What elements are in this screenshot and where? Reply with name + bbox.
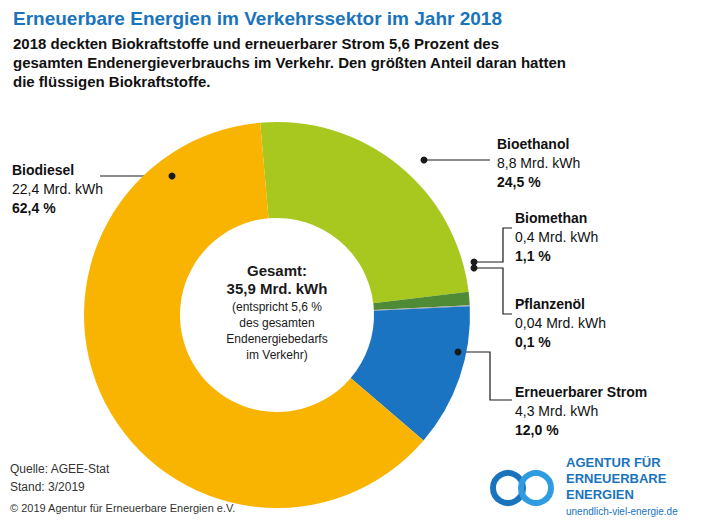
- svg-text:unendlich-viel-energie.de: unendlich-viel-energie.de: [566, 506, 678, 517]
- svg-text:im Verkehr): im Verkehr): [246, 348, 307, 362]
- svg-text:(entspricht 5,6 %: (entspricht 5,6 %: [232, 300, 322, 314]
- svg-text:Stand: 3/2019: Stand: 3/2019: [10, 480, 85, 494]
- svg-text:Biodiesel: Biodiesel: [12, 162, 74, 178]
- svg-text:Erneuerbare Energien im Verkeh: Erneuerbare Energien im Verkehrssektor i…: [13, 8, 502, 29]
- svg-text:22,4 Mrd. kWh: 22,4 Mrd. kWh: [12, 181, 103, 197]
- svg-text:Biomethan: Biomethan: [515, 210, 587, 226]
- svg-text:12,0 %: 12,0 %: [515, 422, 559, 438]
- svg-text:2018 deckten Biokraftstoffe un: 2018 deckten Biokraftstoffe und erneuerb…: [13, 35, 499, 52]
- svg-text:8,8 Mrd. kWh: 8,8 Mrd. kWh: [497, 155, 580, 171]
- svg-text:Bioethanol: Bioethanol: [497, 136, 569, 152]
- svg-text:AGENTUR FÜR: AGENTUR FÜR: [566, 455, 661, 470]
- svg-text:© 2019 Agentur für Erneuerbare: © 2019 Agentur für Erneuerbare Energien …: [10, 502, 235, 514]
- svg-text:gesamten Endenergieverbrauchs: gesamten Endenergieverbrauchs im Verkehr…: [13, 54, 566, 71]
- svg-text:ENERGIEN: ENERGIEN: [566, 487, 634, 502]
- svg-text:62,4 %: 62,4 %: [12, 200, 56, 216]
- svg-text:0,4 Mrd. kWh: 0,4 Mrd. kWh: [515, 229, 598, 245]
- svg-text:24,5 %: 24,5 %: [497, 174, 541, 190]
- svg-text:Gesamt:: Gesamt:: [247, 262, 307, 279]
- svg-text:Quelle: AGEE-Stat: Quelle: AGEE-Stat: [10, 462, 110, 476]
- svg-text:Endenergiebedarfs: Endenergiebedarfs: [226, 332, 327, 346]
- svg-text:des gesamten: des gesamten: [239, 316, 314, 330]
- svg-text:35,9 Mrd. kWh: 35,9 Mrd. kWh: [227, 280, 328, 297]
- svg-text:0,04 Mrd. kWh: 0,04 Mrd. kWh: [515, 315, 606, 331]
- svg-text:4,3 Mrd. kWh: 4,3 Mrd. kWh: [515, 403, 598, 419]
- svg-text:die flüssigen Biokraftstoffe.: die flüssigen Biokraftstoffe.: [13, 73, 211, 90]
- svg-text:0,1 %: 0,1 %: [515, 334, 551, 350]
- svg-text:Erneuerbarer Strom: Erneuerbarer Strom: [515, 384, 647, 400]
- svg-text:ERNEUERBARE: ERNEUERBARE: [566, 471, 667, 486]
- svg-text:Pflanzenöl: Pflanzenöl: [515, 296, 585, 312]
- svg-text:1,1 %: 1,1 %: [515, 248, 551, 264]
